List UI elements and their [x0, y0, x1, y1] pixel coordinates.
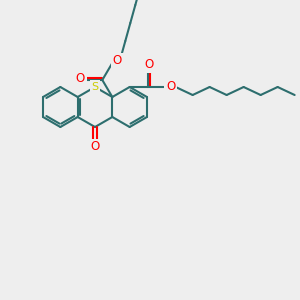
Text: O: O	[144, 58, 153, 71]
Text: O: O	[90, 140, 100, 154]
Text: O: O	[76, 73, 85, 85]
Text: S: S	[92, 82, 99, 92]
Text: O: O	[113, 55, 122, 68]
Text: O: O	[166, 80, 175, 94]
